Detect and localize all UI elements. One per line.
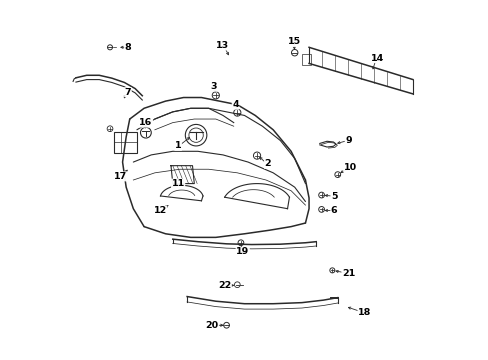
Bar (113, 132, 137, 153)
Text: 2: 2 (264, 159, 270, 168)
Text: 22: 22 (218, 281, 231, 290)
Text: 15: 15 (287, 37, 301, 46)
Text: 9: 9 (345, 136, 351, 145)
Text: 8: 8 (124, 43, 131, 52)
Text: 16: 16 (139, 118, 152, 127)
Text: 3: 3 (210, 82, 217, 91)
Text: 6: 6 (330, 206, 337, 215)
Text: 17: 17 (114, 172, 127, 181)
Text: 5: 5 (330, 192, 337, 201)
Text: 10: 10 (343, 163, 356, 172)
Bar (301, 54, 310, 65)
Text: 1: 1 (175, 141, 181, 150)
Text: 11: 11 (171, 179, 184, 188)
Text: 18: 18 (357, 308, 370, 317)
Text: 20: 20 (205, 321, 218, 330)
Text: 13: 13 (216, 41, 229, 50)
Text: 12: 12 (153, 206, 166, 215)
Text: 21: 21 (341, 269, 354, 278)
Text: 19: 19 (236, 247, 249, 256)
Text: 4: 4 (232, 100, 238, 109)
Text: 7: 7 (124, 87, 131, 96)
Text: 14: 14 (370, 54, 383, 63)
